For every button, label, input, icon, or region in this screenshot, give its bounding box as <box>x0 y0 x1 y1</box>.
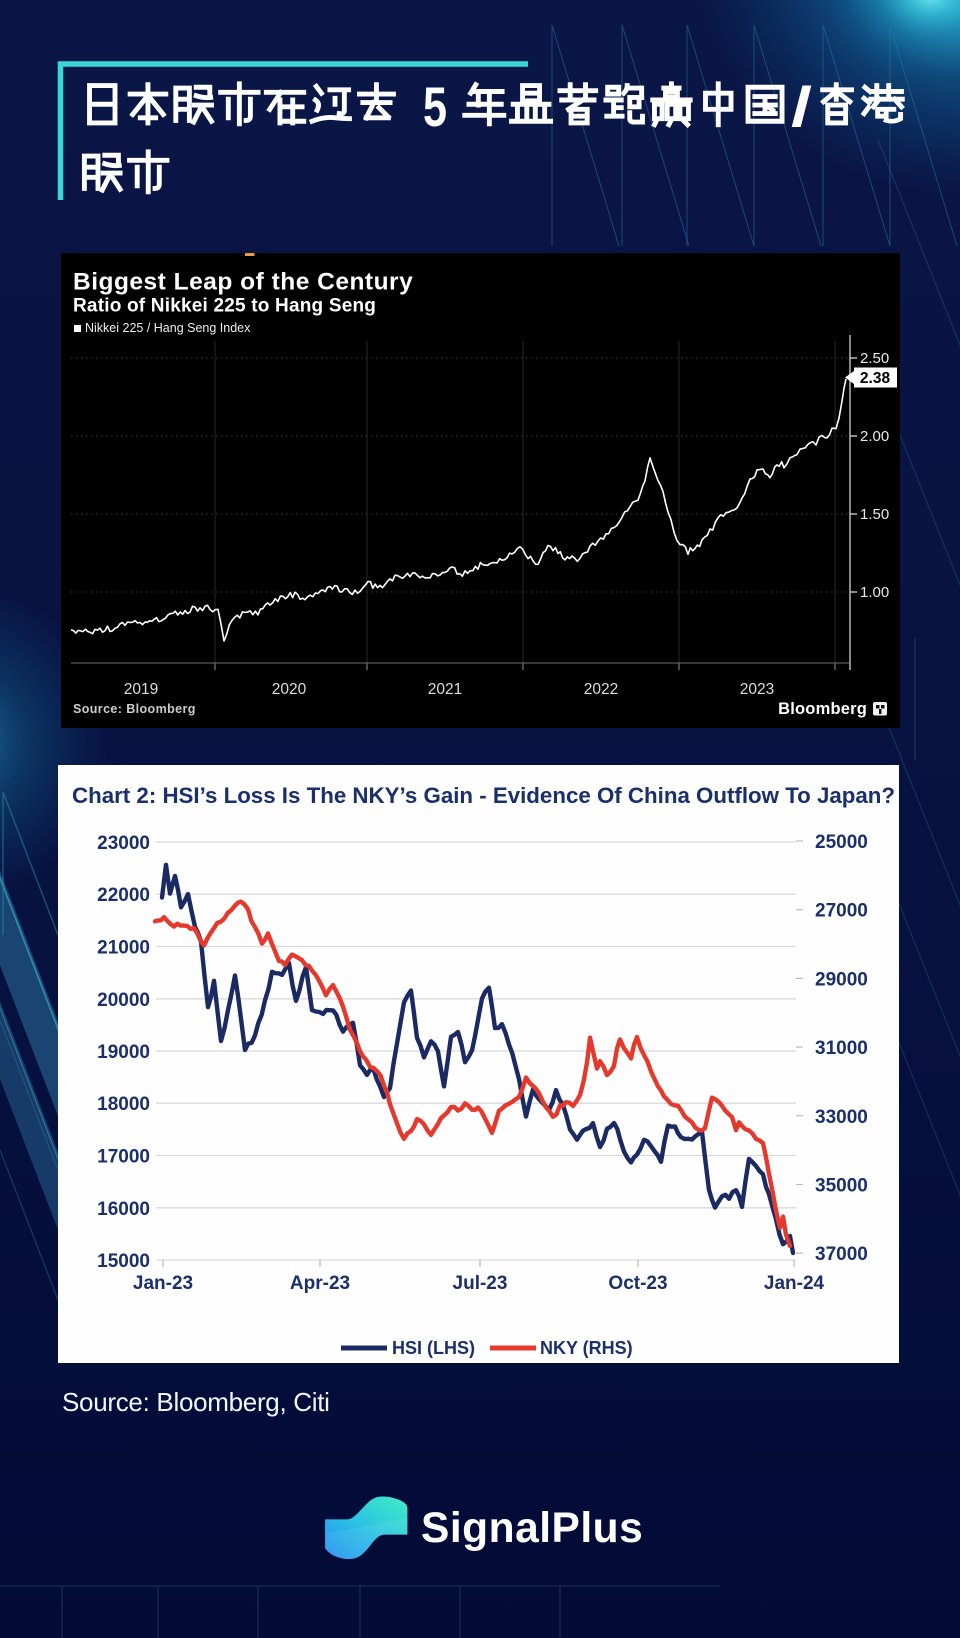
svg-text:27000: 27000 <box>815 901 868 922</box>
svg-text:21000: 21000 <box>97 938 150 959</box>
svg-text:Ratio of Nikkei 225 to Hang Se: Ratio of Nikkei 225 to Hang Seng <box>73 296 376 317</box>
svg-text:2.50: 2.50 <box>860 350 889 367</box>
svg-text:37000: 37000 <box>815 1244 868 1265</box>
svg-text:Jan-23: Jan-23 <box>133 1273 193 1294</box>
svg-text:33000: 33000 <box>815 1107 868 1128</box>
svg-text:2022: 2022 <box>584 681 618 698</box>
svg-text:25000: 25000 <box>815 832 868 853</box>
svg-text:Jan-24: Jan-24 <box>764 1273 825 1294</box>
svg-text:31000: 31000 <box>815 1038 868 1059</box>
svg-text:NKY (RHS): NKY (RHS) <box>540 1338 633 1358</box>
svg-text:Bloomberg: Bloomberg <box>778 700 867 718</box>
svg-text:23000: 23000 <box>97 833 150 854</box>
svg-text:22000: 22000 <box>97 885 150 906</box>
svg-text:35000: 35000 <box>815 1176 868 1197</box>
svg-text:15000: 15000 <box>97 1251 150 1272</box>
svg-text:Chart 2: HSI’s Loss Is The NKY: Chart 2: HSI’s Loss Is The NKY’s Gain - … <box>72 783 895 808</box>
svg-text:2021: 2021 <box>428 681 462 698</box>
svg-text:Biggest Leap of the Century: Biggest Leap of the Century <box>73 269 413 296</box>
svg-text:Jul-23: Jul-23 <box>453 1273 508 1294</box>
svg-text:1.00: 1.00 <box>860 584 889 601</box>
svg-text:HSI (LHS): HSI (LHS) <box>392 1338 475 1358</box>
svg-text:2.00: 2.00 <box>860 428 889 445</box>
svg-text:/: / <box>791 75 813 138</box>
svg-text:2020: 2020 <box>272 681 307 698</box>
svg-text:29000: 29000 <box>815 969 868 990</box>
svg-text:17000: 17000 <box>97 1147 150 1168</box>
svg-text:20000: 20000 <box>97 990 150 1011</box>
svg-text:2019: 2019 <box>124 681 158 698</box>
svg-text:2.38: 2.38 <box>860 370 891 387</box>
svg-text:1.50: 1.50 <box>860 506 889 523</box>
svg-text:Apr-23: Apr-23 <box>290 1273 350 1294</box>
svg-text:18000: 18000 <box>97 1094 150 1115</box>
svg-text:16000: 16000 <box>97 1199 150 1220</box>
svg-text:Source: Bloomberg: Source: Bloomberg <box>73 702 196 716</box>
svg-text:5: 5 <box>423 75 447 138</box>
svg-text:19000: 19000 <box>97 1042 150 1063</box>
svg-text:Nikkei 225 / Hang Seng Index: Nikkei 225 / Hang Seng Index <box>85 321 251 335</box>
svg-text:Oct-23: Oct-23 <box>608 1273 667 1294</box>
svg-text:2023: 2023 <box>740 681 774 698</box>
